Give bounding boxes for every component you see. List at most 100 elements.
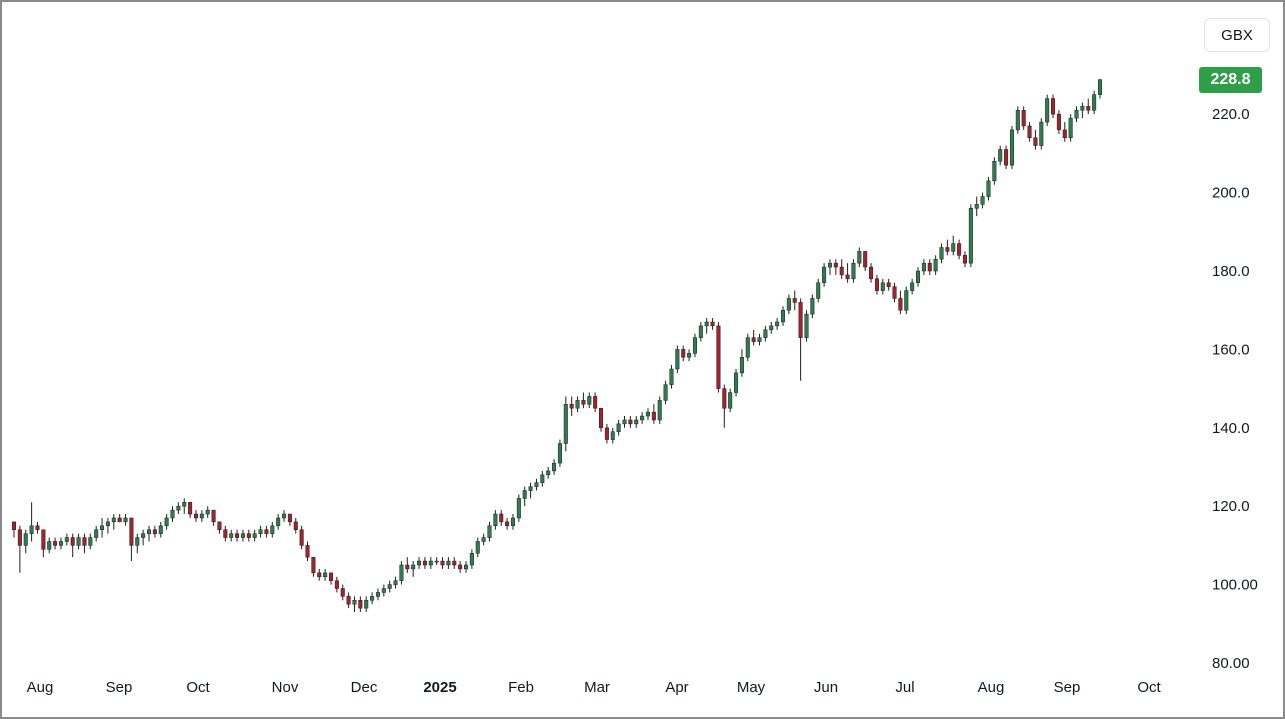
candle: [399, 561, 404, 585]
candle-body: [910, 282, 915, 291]
price-axis: 220.0 200.0 180.0 160.0 140.0 120.0 100.00 80.0…: [1212, 106, 1258, 672]
candle-body: [41, 529, 46, 550]
candle-body: [100, 525, 105, 530]
candle-body: [205, 509, 210, 515]
candle: [534, 478, 539, 491]
candle-body: [1033, 137, 1038, 146]
candle-body: [622, 419, 627, 425]
candle: [170, 506, 175, 522]
candle: [358, 596, 363, 613]
candle-body: [992, 160, 997, 182]
candle-body: [745, 337, 750, 358]
candle-body: [898, 298, 903, 311]
candle: [710, 318, 715, 330]
candle: [557, 439, 562, 467]
candle-body: [904, 290, 909, 311]
candle-body: [405, 564, 410, 570]
candle: [129, 517, 134, 562]
candle: [822, 263, 827, 287]
candle: [193, 510, 198, 522]
candle-body: [399, 564, 404, 581]
candle: [35, 521, 40, 534]
candle-body: [716, 325, 721, 389]
candle: [493, 510, 498, 530]
candle: [299, 525, 304, 550]
candle: [692, 333, 697, 358]
candle: [252, 529, 257, 542]
candle: [217, 521, 222, 534]
candle: [505, 517, 510, 530]
candle: [575, 396, 580, 413]
candle: [158, 521, 163, 538]
candle: [874, 274, 879, 295]
candle: [123, 514, 128, 526]
candle: [951, 235, 956, 256]
candle-body: [35, 525, 40, 530]
candle-body: [892, 286, 897, 299]
candle-body: [282, 513, 287, 519]
candle-body: [1056, 113, 1061, 131]
candle-body: [575, 400, 580, 409]
candle-body: [628, 419, 633, 425]
candle-body: [1004, 149, 1009, 166]
candle: [375, 588, 380, 601]
candle-body: [845, 274, 850, 280]
candle-body: [105, 521, 110, 527]
candle-body: [581, 400, 586, 405]
candle-body: [751, 337, 756, 342]
candle-body: [11, 521, 17, 530]
candle: [11, 521, 17, 538]
candle: [992, 157, 997, 185]
candle: [851, 259, 856, 283]
candle: [381, 584, 386, 597]
candle: [211, 509, 216, 526]
candle-body: [710, 321, 715, 327]
candle-body: [757, 337, 762, 342]
candle: [323, 568, 328, 581]
candle-body: [223, 529, 228, 538]
candle: [986, 176, 991, 201]
candle: [622, 416, 627, 428]
candle-body: [640, 415, 645, 421]
candle-body: [786, 298, 791, 311]
candle-body: [886, 282, 891, 287]
candle: [70, 533, 75, 558]
candle: [458, 561, 463, 573]
candle: [634, 416, 639, 428]
candle: [258, 525, 263, 538]
candle-body: [135, 537, 140, 546]
candle-body: [945, 247, 950, 252]
candle-body: [117, 517, 122, 523]
candle-body: [593, 396, 598, 409]
candle-body: [58, 541, 63, 546]
candle-body: [182, 502, 187, 507]
price-tick-label: 180.0: [1212, 263, 1250, 280]
candle-body: [974, 204, 979, 209]
candle-body: [604, 427, 609, 440]
candle: [276, 514, 281, 530]
candle: [880, 278, 885, 295]
candle: [411, 561, 416, 577]
candle: [53, 537, 58, 550]
candle: [387, 580, 392, 593]
candle-body: [246, 533, 251, 538]
candle-body: [299, 529, 304, 546]
candle: [563, 396, 568, 452]
candle: [540, 470, 545, 487]
candle-body: [1074, 110, 1079, 119]
candle-body: [17, 529, 22, 546]
candle: [769, 321, 774, 334]
candle-body: [1039, 121, 1044, 146]
candle: [957, 239, 962, 260]
candle-body: [651, 411, 656, 421]
candle: [933, 255, 938, 275]
price-tick-label: 80.00: [1212, 655, 1250, 672]
candle-body: [1097, 79, 1103, 95]
currency-button[interactable]: GBX: [1204, 18, 1270, 52]
time-tick-label: Dec: [351, 679, 378, 696]
candle: [422, 557, 427, 569]
candle-body: [428, 560, 433, 566]
candle-body: [634, 419, 639, 425]
candle: [1004, 145, 1009, 170]
